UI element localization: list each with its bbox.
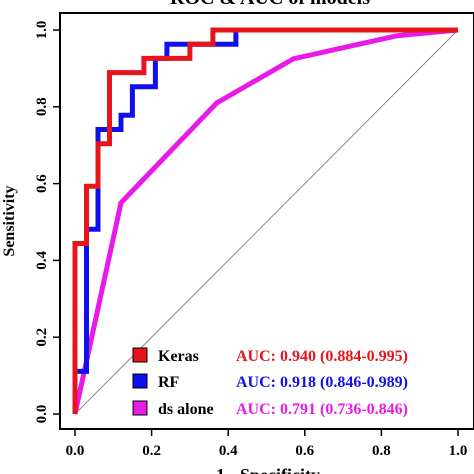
legend-swatch	[132, 373, 148, 389]
y-tick-label: 1.0	[34, 21, 50, 40]
y-axis-label: Sensitivity	[1, 185, 18, 256]
series-layer	[72, 27, 459, 415]
x-tick-label: 0.2	[142, 443, 161, 459]
roc-line-keras	[72, 27, 458, 414]
legend-swatch	[132, 347, 148, 363]
y-tick-label: 0.2	[34, 328, 50, 347]
x-axis-label: 1 - Specificity	[216, 465, 320, 474]
x-tick-label: 0.4	[219, 443, 238, 459]
x-tick-label: 0.0	[66, 443, 85, 459]
x-tick-label: 0.6	[295, 443, 314, 459]
x-tick-label: 1.0	[449, 443, 468, 459]
x-tick-label: 0.8	[372, 443, 391, 459]
y-tick-label: 0.6	[34, 174, 50, 193]
legend-label: Keras	[158, 348, 199, 365]
roc-line-ds-alone	[72, 27, 459, 415]
legend-auc-text: AUC: 0.940 (0.884-0.995)	[236, 348, 408, 365]
y-tick-label: 0.4	[34, 251, 50, 270]
plot-frame	[59, 12, 474, 430]
legend-auc-text: AUC: 0.791 (0.736-0.846)	[236, 401, 408, 418]
y-tick-label: 0.0	[34, 405, 50, 424]
legend-auc-text: AUC: 0.918 (0.846-0.989)	[236, 374, 408, 391]
x-axis: 0.0 0.2 0.4 0.6 0.8 1.0	[66, 429, 468, 459]
chart-title: ROC & AUC of models	[170, 0, 370, 9]
legend-swatch	[132, 400, 148, 416]
legend-label: RF	[158, 374, 180, 391]
legend: Keras AUC: 0.940 (0.884-0.995) RF AUC: 0.91…	[132, 347, 408, 418]
legend-label: ds alone	[158, 401, 214, 418]
y-axis: 0.0 0.2 0.4 0.6 0.8 1.0	[34, 21, 60, 424]
y-tick-label: 0.8	[34, 97, 50, 116]
